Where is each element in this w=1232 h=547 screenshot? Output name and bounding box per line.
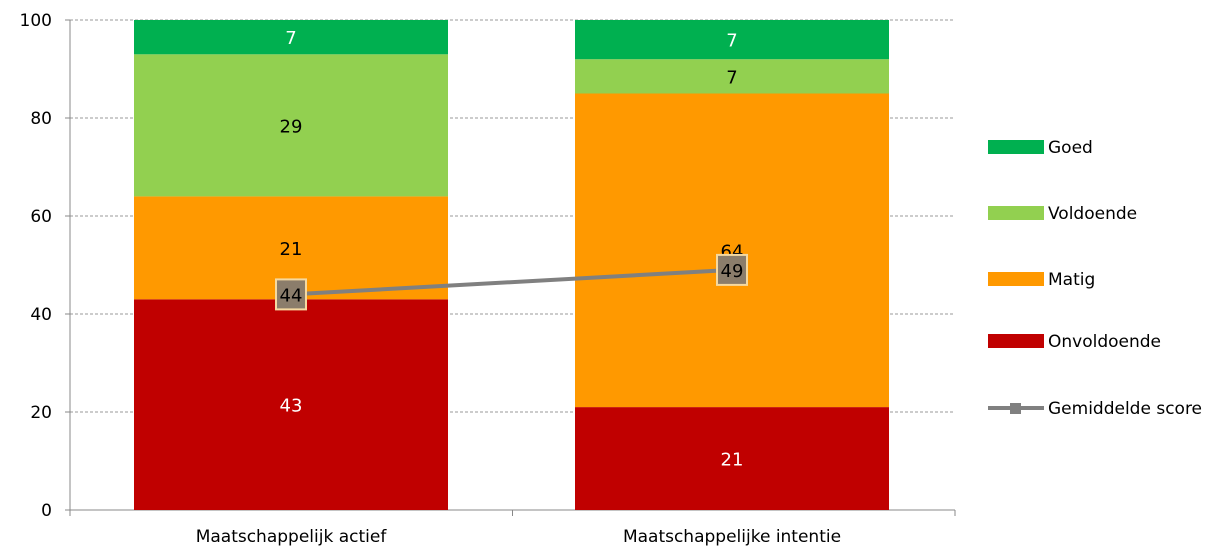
x-category-label: Maatschappelijk actief xyxy=(196,527,388,547)
average-line-path xyxy=(290,267,733,297)
average-marker xyxy=(716,253,748,286)
average-value-label: 44 xyxy=(280,285,303,306)
legend-item: Gemiddelde score xyxy=(988,399,1202,419)
bar-segment xyxy=(134,20,448,55)
legend-marker-swatch xyxy=(1010,403,1021,414)
bar-segment xyxy=(134,299,448,510)
y-tick-label: 0 xyxy=(41,501,52,521)
legend-item: Voldoende xyxy=(988,204,1137,224)
bar-segment xyxy=(575,93,889,408)
axes: 0 20 40 60 80 100 Maatschappelijk actief Maatsc… xyxy=(20,11,956,547)
bar-value-label: 7 xyxy=(726,67,737,88)
legend-swatch xyxy=(988,272,1044,286)
average-marker xyxy=(275,278,307,311)
y-tick-label: 100 xyxy=(20,11,52,31)
average-line: 44 49 xyxy=(275,253,748,311)
y-tick-label: 60 xyxy=(30,207,52,227)
bar-value-label: 7 xyxy=(726,31,737,52)
average-value-label: 49 xyxy=(721,261,744,282)
legend-item: Goed xyxy=(988,138,1093,158)
legend-swatch xyxy=(988,140,1044,154)
legend-item: Matig xyxy=(988,270,1095,290)
legend: Goed Voldoende Matig Onvoldoende Gemiddelde … xyxy=(988,138,1202,419)
y-tick-label: 80 xyxy=(30,109,52,129)
bar-segment xyxy=(134,54,448,197)
legend-label: Goed xyxy=(1048,138,1093,158)
legend-label: Matig xyxy=(1048,270,1095,290)
y-tick-label: 20 xyxy=(30,403,52,423)
y-tick-label: 40 xyxy=(30,305,52,325)
bar-value-label: 7 xyxy=(285,28,296,49)
legend-label: Onvoldoende xyxy=(1048,332,1161,352)
bar-segment xyxy=(575,59,889,94)
legend-label: Voldoende xyxy=(1048,204,1137,224)
bar-segment xyxy=(575,20,889,60)
bar-value-label: 21 xyxy=(280,239,303,260)
bar-value-label: 43 xyxy=(280,396,303,417)
legend-label: Gemiddelde score xyxy=(1048,399,1202,419)
legend-swatch xyxy=(988,206,1044,220)
bar-value-label: 29 xyxy=(280,116,303,137)
bar-value-label: 21 xyxy=(721,450,744,471)
legend-swatch xyxy=(988,334,1044,348)
x-category-label: Maatschappelijke intentie xyxy=(623,527,841,547)
legend-item: Onvoldoende xyxy=(988,332,1161,352)
bar-segment xyxy=(575,407,889,510)
